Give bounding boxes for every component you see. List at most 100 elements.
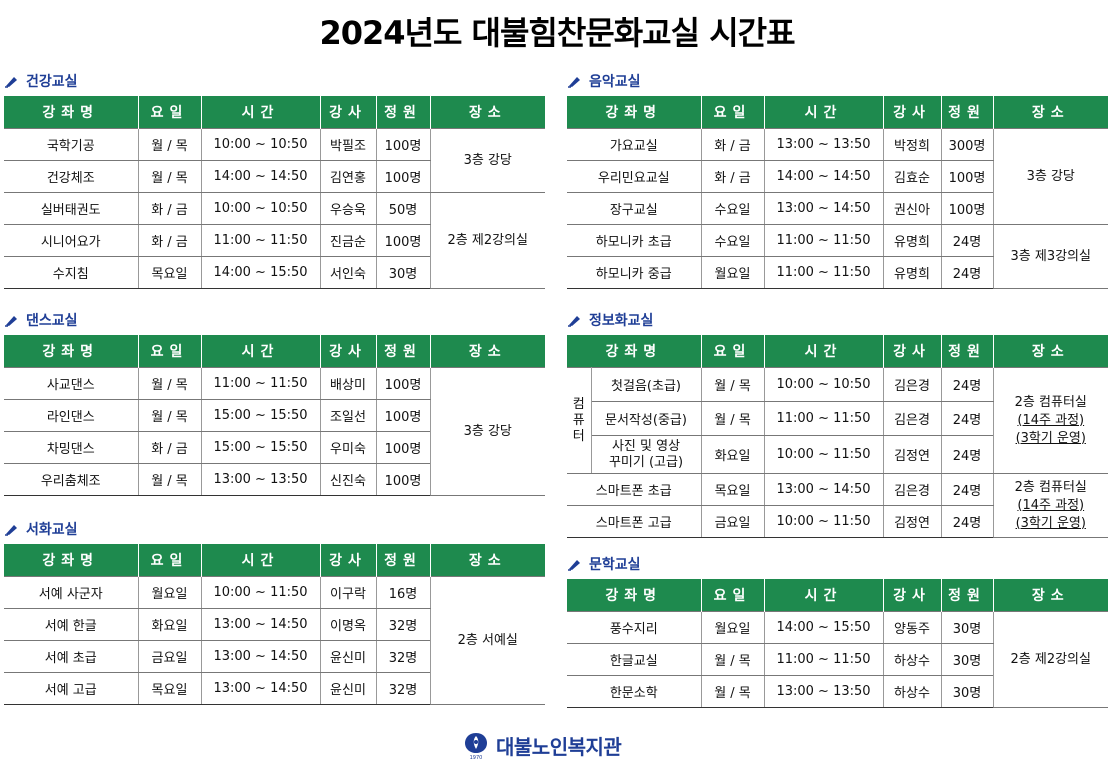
col-header-instructor: 강사 [882,96,942,129]
col-header-place: 장소 [992,96,1108,129]
dance-section: 댄스교실 강좌명 요일 시간 강사 정원 장소 사교댄스 월 / 목 11:00… [4,309,545,496]
day-cell: 수요일 [700,224,765,257]
instructor-cell: 유명희 [882,256,942,289]
col-header-place: 장소 [429,96,545,129]
instructor-cell: 이구락 [319,576,377,609]
course-cell: 사교댄스 [4,367,139,400]
logo-year: 1970 [470,755,483,760]
capacity-cell: 24명 [940,256,993,289]
table-row: 차밍댄스 화 / 금 15:00 ~ 15:50 우미숙 100명 [4,431,545,464]
course-cell: 시니어요가 [4,224,139,257]
instructor-cell: 우승욱 [319,192,377,225]
time-cell: 13:00 ~ 13:50 [763,675,884,708]
col-header-day: 요일 [137,96,202,129]
time-cell: 13:00 ~ 14:50 [200,640,321,673]
capacity-cell: 32명 [375,672,430,705]
col-header-instructor: 강사 [882,579,942,612]
day-cell: 월요일 [137,576,202,609]
col-header-time: 시간 [763,579,884,612]
time-cell: 11:00 ~ 11:50 [763,401,884,436]
time-cell: 11:00 ~ 11:50 [763,256,884,289]
day-cell: 월 / 목 [700,675,765,708]
place-line: (3학기 운영) [1015,430,1086,446]
col-header-instructor: 강사 [319,544,377,577]
course-cell: 한글교실 [567,643,702,676]
day-cell: 화 / 금 [137,224,202,257]
health-section-header: 건강교실 [4,70,545,92]
day-cell: 월 / 목 [137,367,202,400]
course-cell: 스마트폰 초급 [567,473,702,506]
music-section-header: 음악교실 [567,70,1108,92]
course-cell: 건강체조 [4,160,139,193]
instructor-cell: 양동주 [882,611,942,644]
instructor-cell: 이명옥 [319,608,377,641]
instructor-cell: 하상수 [882,643,942,676]
literature-section-title: 문학교실 [589,557,641,573]
capacity-cell: 100명 [375,367,431,400]
col-header-capacity: 정원 [940,335,994,368]
time-cell: 14:00 ~ 15:50 [763,611,884,644]
table-row: 우리춤체조 월 / 목 13:00 ~ 13:50 신진숙 100명 [4,463,545,496]
capacity-cell: 30명 [375,256,430,289]
place-cell: 3층 강당 [429,367,545,496]
time-cell: 13:00 ~ 13:50 [763,128,884,161]
capacity-cell: 100명 [375,431,430,464]
capacity-cell: 30명 [940,675,993,708]
table-row: 스마트폰 초급 목요일 13:00 ~ 14:50 김은경 24명 2층 컴퓨터… [567,473,1109,538]
time-cell: 10:00 ~ 11:50 [763,505,884,538]
course-cell: 하모니카 초급 [567,224,702,257]
instructor-cell: 진금순 [319,224,377,257]
col-header-day: 요일 [700,579,765,612]
capacity-cell: 16명 [375,576,431,609]
table-row: 가요교실 화 / 금 13:00 ~ 13:50 박정희 300명 3층 강당 [567,128,1108,225]
capacity-cell: 100명 [375,128,431,161]
col-header-time: 시간 [200,335,321,368]
capacity-cell: 300명 [940,128,994,161]
place-cell: 3층 강당 [992,128,1108,225]
col-header-capacity: 정원 [375,544,431,577]
place-line: (3학기 운영) [1015,515,1086,531]
day-cell: 월 / 목 [137,160,202,193]
course-cell: 하모니카 중급 [567,256,702,289]
col-header-course: 강좌명 [4,544,139,577]
col-header-capacity: 정원 [375,96,431,129]
place-line: (14주 과정) [1017,497,1085,513]
time-cell: 10:00 ~ 11:50 [763,435,884,474]
course-cell: 서예 사군자 [4,576,139,609]
course-cell: 실버태권도 [4,192,139,225]
instructor-cell: 배상미 [319,367,377,400]
instructor-cell: 김정연 [882,435,942,474]
table-row: 서예 한글 화요일 13:00 ~ 14:50 이명옥 32명 [4,608,545,641]
capacity-cell: 100명 [940,192,993,225]
col-header-place: 장소 [429,335,545,368]
instructor-cell: 조일선 [319,399,377,432]
time-cell: 13:00 ~ 13:50 [200,463,321,496]
place-line: 2층 컴퓨터실 [1014,479,1087,495]
capacity-cell: 100명 [375,399,430,432]
day-cell: 월요일 [700,256,765,289]
col-header-course: 강좌명 [4,96,139,129]
footer-logo: 1970 대불노인복지관 [462,730,622,760]
music-table: 강좌명 요일 시간 강사 정원 장소 가요교실 화 / 금 13:00 ~ 13… [567,96,1108,289]
col-header-instructor: 강사 [319,96,377,129]
day-cell: 목요일 [137,256,202,289]
table-row: 하모니카 중급 월요일 11:00 ~ 11:50 유명희 24명 [567,256,1108,289]
calligraphy-table: 강좌명 요일 시간 강사 정원 장소 서예 사군자 월요일 10:00 ~ 11… [4,544,545,705]
time-cell: 10:00 ~ 11:50 [200,576,321,609]
table-row: 서예 고급 목요일 13:00 ~ 14:50 윤신미 32명 [4,672,545,705]
col-header-day: 요일 [137,335,202,368]
time-cell: 11:00 ~ 11:50 [200,367,321,400]
table-row: 사교댄스 월 / 목 11:00 ~ 11:50 배상미 100명 3층 강당 [4,367,545,496]
table-row: 서예 초급 금요일 13:00 ~ 14:50 윤신미 32명 [4,640,545,673]
time-cell: 10:00 ~ 10:50 [763,367,884,402]
col-header-time: 시간 [763,335,884,368]
course-cell: 사진 및 영상 꾸미기 (고급) [591,435,702,474]
day-cell: 월 / 목 [700,367,765,402]
table-row: 문서작성(중급) 월 / 목 11:00 ~ 11:50 김은경 24명 [567,401,1108,436]
course-cell: 차밍댄스 [4,431,139,464]
time-cell: 14:00 ~ 14:50 [763,160,884,193]
day-cell: 월 / 목 [137,128,202,161]
col-header-day: 요일 [700,335,765,368]
col-header-course: 강좌명 [567,96,702,129]
